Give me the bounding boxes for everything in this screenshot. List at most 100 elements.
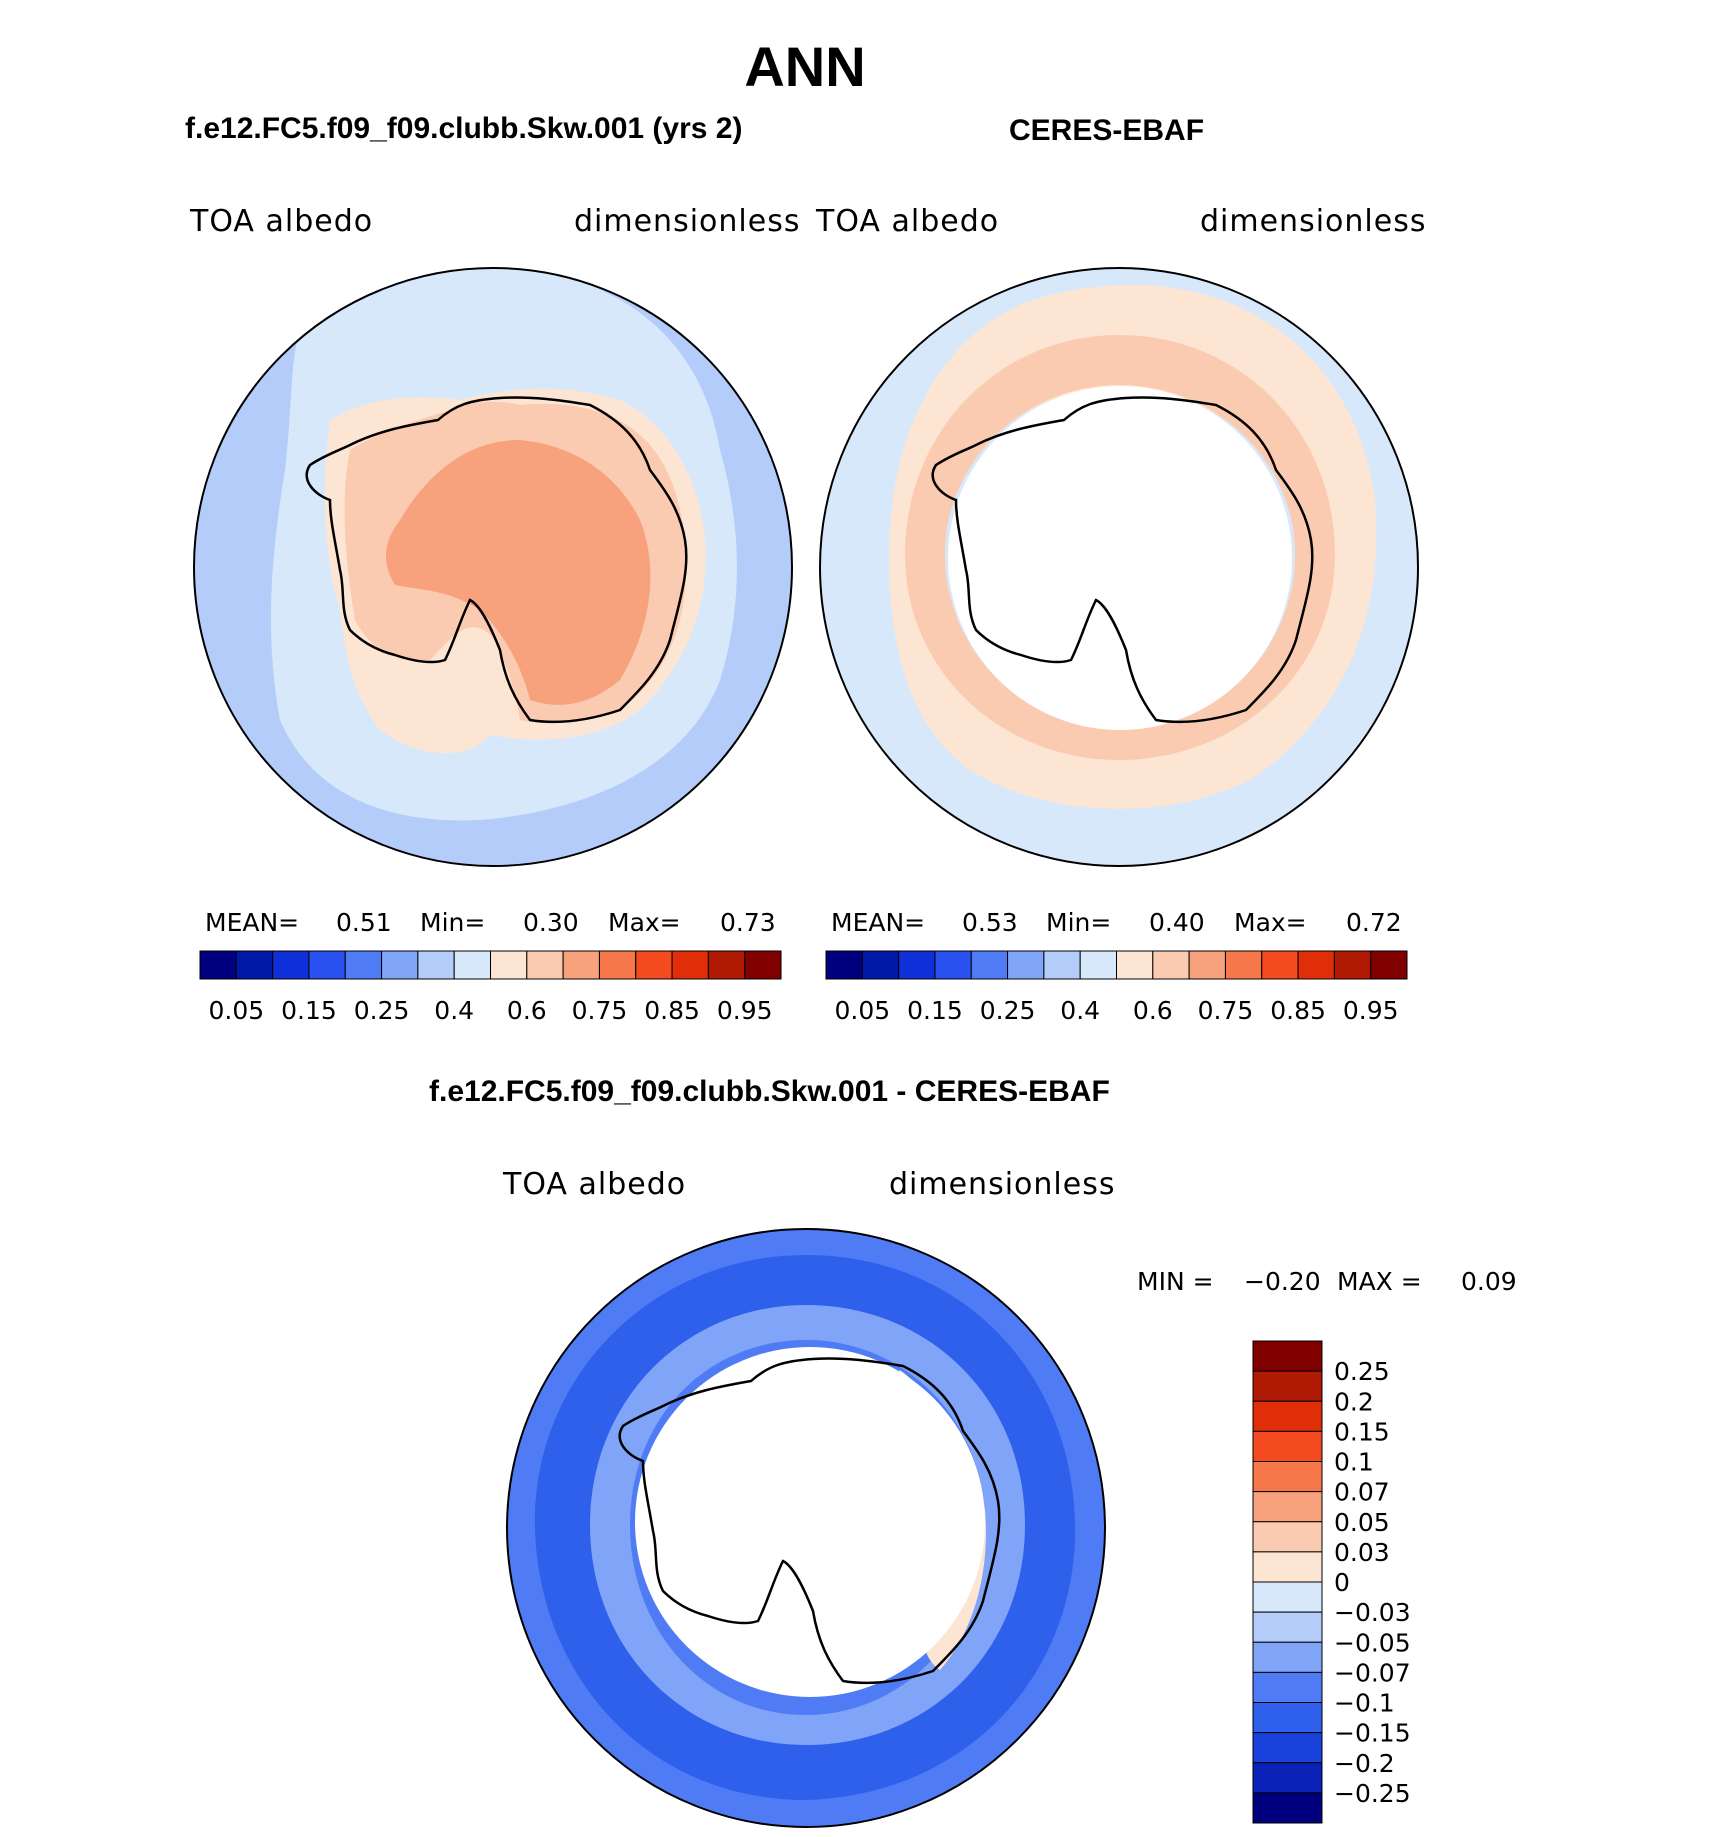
panel2-colorbar-swatch bbox=[1007, 950, 1045, 980]
panel3-colorbar-swatch bbox=[1252, 1461, 1323, 1493]
panel3-colorbar-tick-label: −0.25 bbox=[1334, 1779, 1411, 1808]
panel2-colorbar-swatch bbox=[1152, 950, 1190, 980]
panel3-colorbar-tick-label: 0.15 bbox=[1334, 1417, 1390, 1446]
panel2-left-label: TOA albedo bbox=[816, 204, 1000, 239]
panel1-colorbar-tick-label: 0.15 bbox=[281, 996, 337, 1025]
panel2-colorbar-tick-label: 0.4 bbox=[1060, 996, 1100, 1025]
panel1-coastline bbox=[305, 396, 688, 724]
panel1-colorbar-swatch bbox=[235, 950, 274, 980]
panel1-map bbox=[194, 268, 792, 866]
panel3-colorbar-swatch bbox=[1252, 1671, 1323, 1703]
panel3-land-mask bbox=[635, 1347, 985, 1697]
panel2-land-mask bbox=[948, 386, 1292, 730]
panel3-colorbar-tick-label: −0.03 bbox=[1334, 1598, 1411, 1627]
panel3-colorbar-swatch bbox=[1252, 1611, 1323, 1643]
panel1-colorbar-swatch bbox=[635, 950, 673, 980]
panel2-colorbar-swatch bbox=[1043, 950, 1081, 980]
panel2-colorbar-ticks: 0.05 0.15 0.25 0.4 0.6 0.75 0.85 0.95 bbox=[834, 996, 1398, 1025]
panel3-colorbar-swatch bbox=[1252, 1551, 1323, 1583]
panel1-colorbar-swatch bbox=[272, 950, 310, 980]
panel3-colorbar-tick-label: −0.15 bbox=[1334, 1719, 1411, 1748]
panel2-colorbar-swatch bbox=[825, 950, 863, 980]
panel1-title: f.e12.FC5.f09_f09.clubb.Skw.001 (yrs 2) bbox=[185, 112, 743, 145]
panel2-colorbar-tick-label: 0.05 bbox=[834, 996, 890, 1025]
panel1-left-label: TOA albedo bbox=[190, 204, 374, 239]
panel1-colorbar-tick-label: 0.4 bbox=[434, 996, 474, 1025]
panel1-colorbar-tick-label: 0.6 bbox=[507, 996, 547, 1025]
panel3-colorbar-swatch bbox=[1252, 1792, 1323, 1824]
panel2-colorbar-swatch bbox=[1333, 950, 1372, 980]
figure-title: ANN bbox=[744, 35, 866, 98]
panel2-map bbox=[820, 268, 1418, 866]
panel1-colorbar-swatch bbox=[381, 950, 419, 980]
panel2-coastline bbox=[931, 396, 1314, 724]
panel1-max-value: 0.73 bbox=[720, 908, 776, 937]
panel2-map-border bbox=[819, 267, 1419, 867]
panel1-colorbar-tick-label: 0.25 bbox=[354, 996, 410, 1025]
panel3-colorbar-swatch bbox=[1252, 1762, 1323, 1794]
panel2-min-value: 0.40 bbox=[1149, 908, 1205, 937]
panel3-colorbar-swatch bbox=[1252, 1340, 1323, 1372]
panel2-colorbar-swatch bbox=[1261, 950, 1299, 980]
panel1-colorbar-swatch bbox=[562, 950, 600, 980]
panel3-colorbar-swatch bbox=[1252, 1732, 1323, 1764]
panel1-colorbar-swatch bbox=[526, 950, 564, 980]
panel2-colorbar-tick-label: 0.95 bbox=[1343, 996, 1399, 1025]
panel1-max-label: Max= bbox=[608, 908, 681, 937]
panel3-colorbar-swatch bbox=[1252, 1521, 1323, 1553]
panel2-colorbar-swatch bbox=[934, 950, 972, 980]
panel1-min-value: 0.30 bbox=[523, 908, 579, 937]
panel1-colorbar-swatch bbox=[453, 950, 491, 980]
panel3-colorbar-tick-label: 0.05 bbox=[1334, 1508, 1390, 1537]
panel1-colorbar-swatch bbox=[344, 950, 383, 980]
panel2-colorbar-tick-label: 0.75 bbox=[1198, 996, 1254, 1025]
panel3-colorbar-swatch bbox=[1252, 1491, 1323, 1523]
panel3-colorbar-tick-label: −0.2 bbox=[1334, 1749, 1395, 1778]
panel3-colorbar-swatch bbox=[1252, 1430, 1323, 1462]
panel3-colorbar-tick-label: −0.05 bbox=[1334, 1628, 1411, 1657]
panel1-colorbar-ticks: 0.05 0.15 0.25 0.4 0.6 0.75 0.85 0.95 bbox=[208, 996, 772, 1025]
panel1-colorbar bbox=[199, 950, 782, 980]
panel3-colorbar-tick-label: −0.07 bbox=[1334, 1658, 1411, 1687]
panel3-colorbar bbox=[1252, 1340, 1323, 1824]
panel3-colorbar-ticks: 0.250.20.150.10.070.050.030−0.03−0.05−0.… bbox=[1334, 1357, 1411, 1808]
panel3-colorbar-tick-label: 0.03 bbox=[1334, 1538, 1390, 1567]
panel2-max-value: 0.72 bbox=[1346, 908, 1402, 937]
panel2-max-label: Max= bbox=[1234, 908, 1307, 937]
panel1-right-label: dimensionless bbox=[574, 204, 801, 239]
panel2-colorbar-swatch bbox=[861, 950, 900, 980]
panel2-colorbar-swatch bbox=[1224, 950, 1263, 980]
panel1-colorbar-swatch bbox=[671, 950, 709, 980]
panel3-max-label: MAX = bbox=[1337, 1267, 1422, 1296]
panel3-colorbar-tick-label: 0.25 bbox=[1334, 1357, 1390, 1386]
panel2-colorbar-tick-label: 0.6 bbox=[1133, 996, 1173, 1025]
panel1-colorbar-swatch bbox=[744, 950, 782, 980]
panel3-min-value: −0.20 bbox=[1244, 1267, 1321, 1296]
panel1-colorbar-tick-label: 0.05 bbox=[208, 996, 264, 1025]
panel2-min-label: Min= bbox=[1046, 908, 1112, 937]
panel3-colorbar-tick-label: 0.2 bbox=[1334, 1387, 1374, 1416]
panel2-mean-value: 0.53 bbox=[962, 908, 1018, 937]
panel2-colorbar-swatch bbox=[1297, 950, 1335, 980]
panel3-coastline bbox=[618, 1357, 1001, 1685]
panel3-colorbar-tick-label: −0.1 bbox=[1334, 1689, 1395, 1718]
panel1-map-border bbox=[193, 267, 793, 867]
panel2-colorbar-swatch bbox=[898, 950, 936, 980]
panel3-colorbar-swatch bbox=[1252, 1702, 1323, 1734]
panel3-colorbar-swatch bbox=[1252, 1370, 1323, 1402]
panel3-map bbox=[507, 1229, 1105, 1827]
panel3-right-label: dimensionless bbox=[889, 1167, 1116, 1202]
panel2-mean-label: MEAN= bbox=[831, 908, 926, 937]
panel3-colorbar-tick-label: 0.07 bbox=[1334, 1478, 1390, 1507]
panel2-colorbar-swatch bbox=[970, 950, 1009, 980]
panel3-colorbar-swatch bbox=[1252, 1581, 1323, 1613]
panel2-colorbar-swatch bbox=[1370, 950, 1408, 980]
panel2-colorbar-swatch bbox=[1079, 950, 1117, 980]
panel1-colorbar-tick-label: 0.85 bbox=[644, 996, 700, 1025]
panel1-colorbar-swatch bbox=[707, 950, 746, 980]
diff-title: f.e12.FC5.f09_f09.clubb.Skw.001 - CERES-… bbox=[429, 1075, 1110, 1108]
panel3-left-label: TOA albedo bbox=[503, 1167, 687, 1202]
panel1-antarctica-core bbox=[385, 440, 651, 705]
panel2-colorbar-tick-label: 0.15 bbox=[907, 996, 963, 1025]
